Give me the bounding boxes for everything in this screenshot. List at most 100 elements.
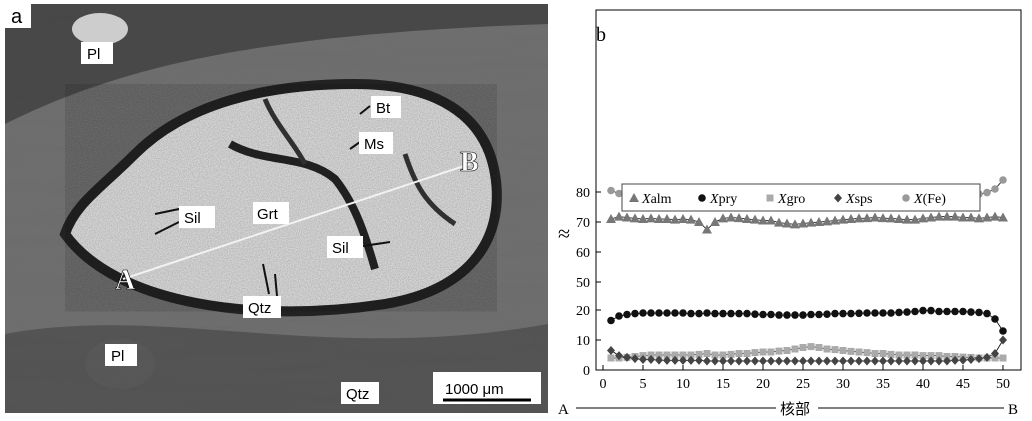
axis-ticks: 0 5 10 15 20 25 30 35 40 45 50 50 60 70 80 0 10 20 (576, 186, 1010, 392)
point-XFe (999, 176, 1007, 184)
legend-entry-2: Xgro (777, 192, 805, 207)
point-Xsps (967, 355, 975, 364)
point-Xsps (663, 355, 671, 365)
point-Xpry (639, 309, 647, 317)
point-Xsps (631, 354, 639, 364)
y-tick-label: 70 (576, 216, 590, 231)
point-Xsps (783, 356, 791, 366)
y-tick-label: 80 (576, 186, 590, 201)
composition-profile-chart: 0 5 10 15 20 25 30 35 40 45 50 50 60 70 80 0 10 20 Xalm Xp… (558, 9, 1022, 418)
point-Xgro (687, 351, 695, 359)
point-Xalm (870, 212, 880, 222)
label-sil-right: Sil (332, 240, 349, 257)
legend-marker-0 (629, 193, 639, 202)
x-tick-label: 15 (716, 377, 730, 392)
point-Xsps (975, 354, 983, 364)
point-Xpry (871, 309, 879, 317)
panel-label-b: b (596, 24, 606, 46)
point-Xpry (647, 309, 655, 317)
x-tick-label: 10 (676, 377, 690, 392)
point-Xpry (855, 309, 863, 318)
x-tick-label: 5 (640, 377, 647, 392)
label-grt: Grt (257, 206, 279, 223)
point-Xsps (743, 356, 751, 366)
point-Xsps (647, 355, 655, 364)
point-Xalm (806, 217, 816, 227)
point-Xalm (622, 212, 632, 222)
point-XFe (991, 185, 999, 193)
point-Xalm (902, 214, 912, 224)
point-Xalm (878, 213, 888, 223)
y-tick-label: 0 (583, 364, 590, 379)
point-Xsps (951, 355, 959, 365)
point-Xsps (863, 356, 871, 366)
point-Xpry (615, 312, 623, 320)
point-Xalm (966, 212, 976, 222)
point-Xsps (807, 356, 815, 366)
point-Xalm (606, 214, 616, 223)
legend-marker-3 (834, 193, 842, 203)
point-Xpry (671, 309, 679, 317)
point-Xpry (975, 308, 983, 317)
inclusion-trail (228, 140, 379, 271)
point-Xpry (879, 309, 887, 317)
label-ms: Ms (364, 136, 384, 153)
point-b-label: B (460, 147, 479, 178)
point-Xsps (751, 356, 759, 366)
point-Xpry (983, 309, 991, 318)
point-Xalm (718, 213, 728, 223)
point-Xpry (631, 309, 639, 318)
point-Xpry (807, 310, 815, 319)
point-Xalm (910, 214, 920, 224)
point-Xpry (727, 309, 735, 318)
point-Xgro (751, 349, 759, 357)
x-tick-label: 40 (916, 377, 930, 392)
point-Xgro (663, 351, 671, 359)
point-Xsps (823, 356, 831, 366)
point-Xsps (839, 356, 847, 366)
panel-label-a: a (11, 6, 23, 28)
point-Xalm (774, 217, 784, 227)
point-Xalm (942, 211, 952, 221)
point-Xsps (815, 356, 823, 366)
label-pl-top: Pl (87, 46, 100, 63)
point-Xgro (759, 348, 767, 356)
legend-marker-4 (902, 194, 910, 202)
point-Xpry (887, 309, 895, 317)
point-Xalm (974, 213, 984, 223)
point-Xpry (695, 309, 703, 318)
point-Xsps (959, 355, 967, 365)
point-Xgro (783, 347, 791, 354)
point-Xsps (919, 356, 927, 366)
point-Xgro (831, 346, 839, 354)
label-bt: Bt (376, 100, 391, 117)
point-Xsps (855, 356, 863, 366)
point-Xalm (710, 217, 720, 226)
axis-break-symbol: ≈ (558, 221, 570, 246)
point-Xgro (695, 350, 703, 358)
point-XFe (983, 188, 991, 197)
label-pl-bottom: Pl (111, 348, 124, 365)
point-Xalm (766, 215, 776, 225)
profile-line (122, 163, 471, 280)
point-Xgro (935, 352, 943, 360)
point-Xpry (903, 308, 911, 316)
point-Xsps (607, 346, 615, 355)
point-Xsps (615, 351, 623, 361)
point-Xpry (935, 307, 943, 316)
point-Xgro (703, 350, 711, 357)
point-Xsps (679, 355, 687, 365)
point-Xsps (639, 355, 647, 364)
point-Xpry (919, 306, 927, 315)
point-Xpry (823, 310, 831, 319)
point-Xalm (958, 212, 968, 222)
point-Xgro (999, 354, 1007, 362)
point-Xalm (894, 214, 904, 223)
point-Xsps (703, 356, 711, 366)
point-Xsps (887, 356, 895, 366)
legend-marker-2 (766, 194, 774, 202)
point-Xpry (791, 311, 799, 319)
legend-marker-1 (698, 194, 706, 202)
point-Xalm (982, 212, 992, 222)
plot-frame (595, 9, 1022, 371)
